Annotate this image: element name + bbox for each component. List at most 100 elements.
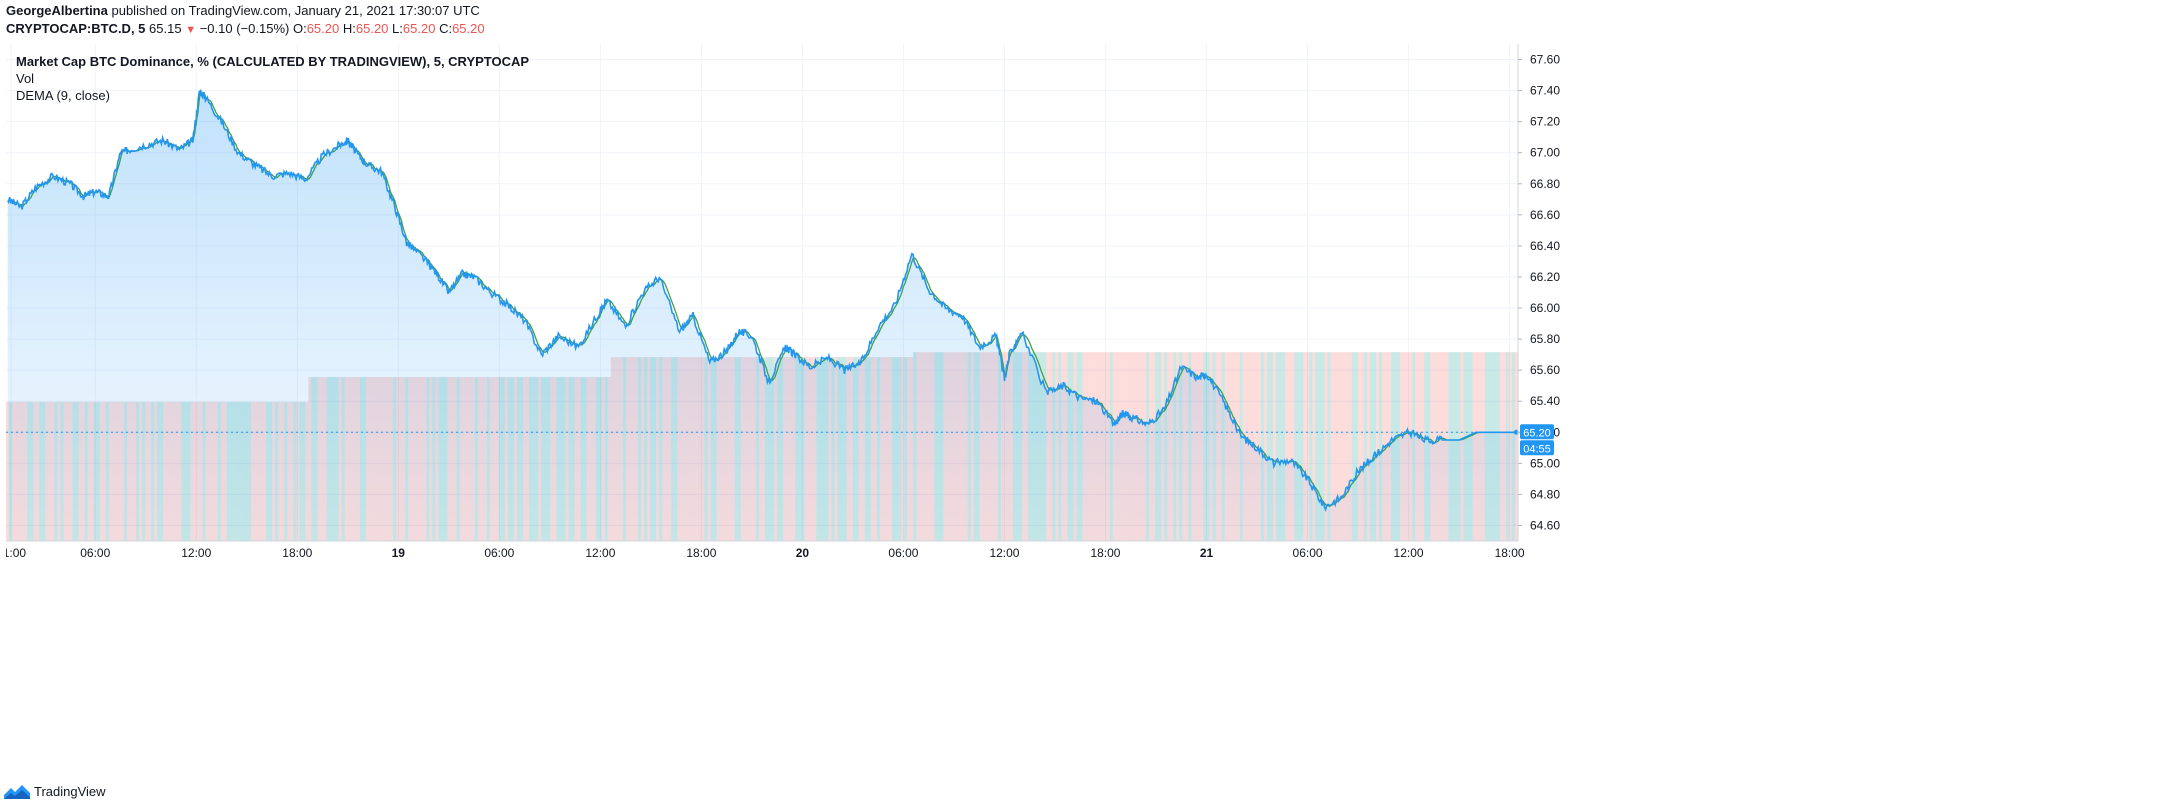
- open-value: 65.20: [306, 21, 340, 36]
- volume-bar: [1309, 352, 1313, 541]
- chart-header: GeorgeAlbertina published on TradingView…: [6, 2, 485, 39]
- volume-bar: [1339, 352, 1343, 541]
- publish-line: GeorgeAlbertina published on TradingView…: [6, 2, 485, 20]
- high-label: H:: [342, 21, 356, 36]
- volume-bar: [1360, 352, 1364, 541]
- volume-bar: [1321, 352, 1325, 541]
- y-tick-label: 65.00: [1530, 456, 1560, 470]
- y-tick-label: 66.80: [1530, 177, 1560, 191]
- volume-bar: [1267, 352, 1271, 541]
- footer-brand[interactable]: TradingView: [34, 783, 106, 799]
- x-tick-label: 12:00: [181, 546, 211, 560]
- price-area: [7, 90, 1517, 542]
- x-tick-label: 12:00: [585, 546, 615, 560]
- last-price-tag: [1520, 424, 1554, 440]
- price-chart[interactable]: 64.60 64.80 65.00 65.20 65.40 65.60 65.80 66.00…: [6, 44, 2156, 744]
- x-tick-label: 18:00: [686, 546, 716, 560]
- ohlc-line: CRYPTOCAP:BTC.D, 5 65.15 ▼ −0.10 (−0.15%…: [6, 20, 485, 39]
- x-tick-label: 18:00: [282, 546, 312, 560]
- close-label: C:: [439, 21, 453, 36]
- volume-bar: [1327, 352, 1331, 541]
- x-tick-label: 06:00: [484, 546, 514, 560]
- chart-legend: Market Cap BTC Dominance, % (CALCULATED …: [16, 53, 529, 104]
- low-label: L:: [392, 21, 403, 36]
- legend-vol[interactable]: Vol: [16, 71, 35, 86]
- volume-bar: [6, 401, 10, 541]
- volume-bar: [1324, 352, 1328, 541]
- author-name[interactable]: GeorgeAlbertina: [6, 3, 108, 18]
- x-tick-label: 06:00: [80, 546, 110, 560]
- volume-bar: [1260, 352, 1264, 541]
- down-arrow-icon: ▼: [185, 24, 197, 36]
- price-lines: [6, 88, 1519, 512]
- countdown-tag: [1520, 440, 1554, 456]
- volume-bar: [1375, 352, 1379, 541]
- x-tick-label: 19: [392, 546, 406, 560]
- volume-bar: [1351, 352, 1355, 541]
- x-tick-label: 20: [796, 546, 810, 560]
- volume-bar: [1294, 352, 1298, 541]
- volume-bar: [1282, 352, 1286, 541]
- volume-bar: [1263, 352, 1268, 541]
- volume-bar: [1273, 352, 1277, 541]
- y-tick-label: 64.80: [1530, 487, 1560, 501]
- volume-bar: [1288, 352, 1292, 541]
- volume-bar: [1318, 352, 1322, 541]
- x-tick-label: 12:00: [1394, 546, 1424, 560]
- x-tick-label: 12:00: [989, 546, 1019, 560]
- legend-title: Market Cap BTC Dominance, % (CALCULATED …: [16, 54, 530, 69]
- volume-bar: [1354, 352, 1358, 541]
- legend-dema[interactable]: DEMA (9, close): [16, 88, 110, 103]
- y-tick-label: 64.60: [1530, 518, 1560, 532]
- volume-bar: [1333, 352, 1337, 541]
- x-tick-label: 21: [1200, 546, 1214, 560]
- volume-bar: [1369, 352, 1373, 541]
- y-tick-label: 65.80: [1530, 332, 1560, 346]
- volume-bar: [1342, 352, 1346, 541]
- footer: TradingView: [4, 780, 106, 802]
- countdown-label: 04:55: [1523, 443, 1551, 455]
- close-value: 65.20: [452, 21, 485, 36]
- volume-bar: [1257, 352, 1261, 541]
- x-tick-label: 06:00: [888, 546, 918, 560]
- volume-bar: [1514, 352, 1518, 541]
- y-tick-label: 67.00: [1530, 146, 1560, 160]
- x-tick-label: 18:00: [1495, 546, 1525, 560]
- volume-bar: [1330, 352, 1334, 541]
- low-value: 65.20: [402, 21, 436, 36]
- tradingview-logo-icon[interactable]: [4, 783, 30, 799]
- volume-bar: [1357, 352, 1361, 541]
- price-line: [7, 88, 1517, 512]
- axes: 64.60 64.80 65.00 65.20 65.40 65.60 65.80 66.00…: [6, 44, 1560, 560]
- current-price: 65.15: [149, 21, 182, 36]
- x-tick-label: 06:00: [1293, 546, 1323, 560]
- volume-bar: [1363, 352, 1367, 541]
- y-tick-label: 66.60: [1530, 208, 1560, 222]
- volume-bar: [1279, 352, 1283, 541]
- volume-bar: [1378, 352, 1382, 541]
- volume-bar: [1306, 352, 1310, 541]
- volume-bar: [1345, 352, 1349, 541]
- y-tick-label: 67.60: [1530, 53, 1560, 67]
- volume-bar: [1315, 352, 1319, 541]
- y-tick-label: 67.40: [1530, 84, 1560, 98]
- volume-bar: [1348, 352, 1352, 541]
- volume-bar: [1276, 352, 1280, 541]
- y-tick-label: 66.00: [1530, 301, 1560, 315]
- chart-area[interactable]: 64.60 64.80 65.00 65.20 65.40 65.60 65.80 66.00…: [6, 44, 2156, 744]
- high-value: 65.20: [355, 21, 389, 36]
- open-label: O:: [292, 21, 307, 36]
- symbol-label: CRYPTOCAP:BTC.D, 5: [6, 21, 146, 36]
- volume-bar: [1300, 352, 1304, 541]
- volume-bar: [1297, 352, 1301, 541]
- volume-bar: [1372, 352, 1376, 541]
- volume-bar: [1336, 352, 1340, 541]
- y-tick-label: 67.20: [1530, 115, 1560, 129]
- y-tick-label: 66.40: [1530, 239, 1560, 253]
- publish-text: published on TradingView.com, January 21…: [111, 3, 480, 18]
- price-change: −0.10 (−0.15%): [199, 21, 290, 36]
- price-area-fill: [7, 90, 1517, 542]
- y-tick-label: 65.40: [1530, 394, 1560, 408]
- volume-bar: [1270, 352, 1274, 541]
- volume-bar: [1312, 352, 1316, 541]
